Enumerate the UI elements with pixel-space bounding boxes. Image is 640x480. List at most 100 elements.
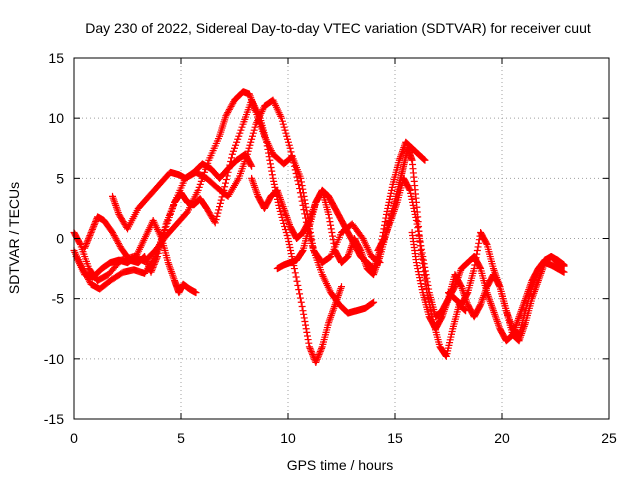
data-point xyxy=(289,155,297,163)
data-point xyxy=(388,186,396,194)
data-point xyxy=(461,306,469,314)
series-sat-j xyxy=(445,228,568,345)
data-point xyxy=(147,268,155,276)
data-point xyxy=(405,185,413,193)
data-point xyxy=(296,294,304,302)
x-tick-label: 5 xyxy=(177,430,185,446)
data-point xyxy=(265,149,273,157)
data-point xyxy=(161,223,169,231)
data-point xyxy=(326,218,334,226)
data-point xyxy=(423,274,431,282)
y-tick-label: 0 xyxy=(56,231,64,247)
data-point xyxy=(92,218,100,226)
y-tick-label: -15 xyxy=(44,411,64,427)
data-point xyxy=(284,138,292,146)
data-point xyxy=(222,112,230,120)
data-point xyxy=(381,218,389,226)
data-point xyxy=(296,290,304,298)
y-tick-label: 5 xyxy=(56,170,64,186)
data-point xyxy=(263,142,271,150)
data-point xyxy=(152,256,160,264)
data-point xyxy=(422,271,430,279)
data-point xyxy=(88,225,96,233)
data-point xyxy=(245,144,253,152)
data-point xyxy=(270,177,278,185)
data-point xyxy=(84,236,92,244)
data-point xyxy=(221,183,229,191)
data-point xyxy=(307,346,315,354)
data-point xyxy=(141,253,149,261)
data-point xyxy=(460,305,468,313)
data-point xyxy=(425,285,433,293)
data-point xyxy=(313,355,321,363)
data-point xyxy=(388,183,396,191)
data-point xyxy=(154,249,162,257)
data-point xyxy=(111,233,119,241)
data-point xyxy=(112,235,120,243)
data-point xyxy=(386,192,394,200)
data-point xyxy=(114,238,122,246)
data-point xyxy=(419,259,427,267)
gridlines xyxy=(74,58,609,419)
data-point xyxy=(87,228,95,236)
data-point xyxy=(82,241,90,249)
data-point xyxy=(384,204,392,212)
data-point xyxy=(227,102,235,110)
data-point xyxy=(328,228,336,236)
data-point xyxy=(420,156,428,164)
data-point xyxy=(153,254,161,262)
data-point xyxy=(304,336,312,344)
data-point xyxy=(86,232,94,240)
data-point xyxy=(423,278,431,286)
data-point xyxy=(300,314,308,322)
data-point xyxy=(408,195,416,203)
data-point xyxy=(244,147,252,155)
data-point xyxy=(296,185,304,193)
data-point xyxy=(248,162,256,170)
data-point xyxy=(301,210,309,218)
data-point xyxy=(195,183,203,191)
data-point xyxy=(235,132,243,140)
data-point xyxy=(223,110,231,118)
data-point xyxy=(232,141,240,149)
data-point xyxy=(83,238,91,246)
data-point xyxy=(229,99,237,107)
data-point xyxy=(143,259,151,267)
data-point xyxy=(457,281,465,289)
data-point xyxy=(407,192,415,200)
data-point xyxy=(299,201,307,209)
data-point xyxy=(292,273,300,281)
data-point xyxy=(303,332,311,340)
data-point xyxy=(419,256,427,264)
data-point xyxy=(280,219,288,227)
data-point xyxy=(224,109,232,117)
data-point xyxy=(314,352,322,360)
data-point xyxy=(76,239,84,247)
y-tick-labels: -15 -10 -5 0 5 10 15 xyxy=(44,50,64,427)
x-tick-label: 10 xyxy=(280,430,296,446)
x-tick-label: 25 xyxy=(601,430,617,446)
data-point xyxy=(250,126,258,134)
data-point xyxy=(386,195,394,203)
data-point xyxy=(417,280,425,288)
data-point xyxy=(416,277,424,285)
data-point xyxy=(420,260,428,268)
data-point xyxy=(419,253,427,261)
data-point xyxy=(291,166,299,174)
data-point xyxy=(219,190,227,198)
data-point xyxy=(143,257,151,265)
data-point xyxy=(560,268,568,276)
data-point xyxy=(412,213,420,221)
data-point xyxy=(421,156,429,164)
data-point xyxy=(152,257,160,265)
data-point xyxy=(141,254,149,262)
data-point xyxy=(463,290,471,298)
data-point xyxy=(216,203,224,211)
data-point xyxy=(91,219,99,227)
data-point xyxy=(369,299,377,307)
data-point xyxy=(472,254,480,262)
data-point xyxy=(302,214,310,222)
x-tick-labels: 0 5 10 15 20 25 xyxy=(70,430,617,446)
data-point xyxy=(287,247,295,255)
data-point xyxy=(215,206,223,214)
